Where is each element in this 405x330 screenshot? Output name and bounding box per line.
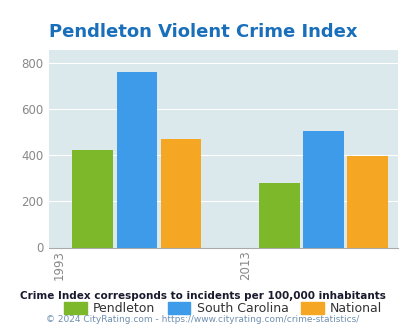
- Bar: [258, 182, 299, 248]
- Bar: [116, 72, 157, 248]
- Legend: Pendleton, South Carolina, National: Pendleton, South Carolina, National: [60, 297, 386, 320]
- Text: Crime Index corresponds to incidents per 100,000 inhabitants: Crime Index corresponds to incidents per…: [20, 291, 385, 301]
- Text: Pendleton Violent Crime Index: Pendleton Violent Crime Index: [49, 23, 356, 41]
- Text: © 2024 CityRating.com - https://www.cityrating.com/crime-statistics/: © 2024 CityRating.com - https://www.city…: [46, 315, 359, 324]
- Bar: [72, 149, 113, 248]
- Bar: [346, 156, 387, 248]
- Bar: [302, 131, 343, 248]
- Bar: [160, 139, 201, 248]
